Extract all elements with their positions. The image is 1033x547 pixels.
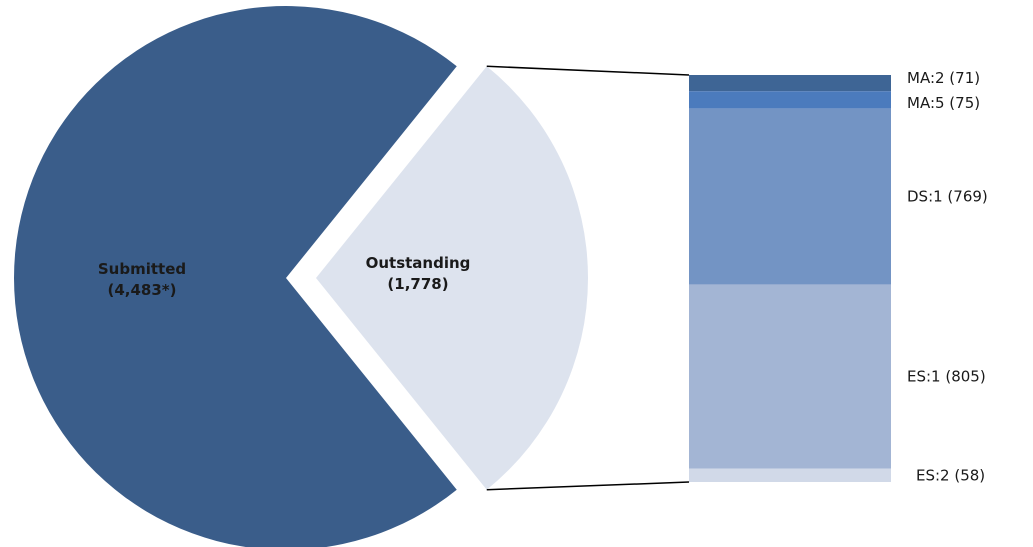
bar-segment-ma-5-75 bbox=[689, 91, 891, 109]
bar-segment-ds-1-769 bbox=[689, 108, 891, 285]
outstanding-value-label: (1,778) bbox=[387, 275, 448, 293]
connector-line-top bbox=[486, 65, 690, 76]
bar-label-ma-5-75: MA:5 (75) bbox=[907, 94, 980, 112]
bar-segment-ma-2-71 bbox=[689, 75, 891, 92]
bar-segment-es-2-58 bbox=[689, 468, 891, 482]
bar-label-ma-2-71: MA:2 (71) bbox=[907, 69, 980, 87]
bar-label-es-2-58: ES:2 (58) bbox=[916, 466, 985, 484]
slice-outstanding bbox=[316, 66, 589, 490]
submitted-value-label: (4,483*) bbox=[107, 281, 176, 299]
bar-label-ds-1-769: DS:1 (769) bbox=[907, 187, 988, 205]
outstanding-label: Outstanding bbox=[366, 254, 471, 272]
pie-group bbox=[14, 6, 589, 547]
slice-submitted bbox=[14, 6, 457, 547]
connector-line-bottom bbox=[486, 481, 690, 491]
submitted-label: Submitted bbox=[98, 260, 186, 278]
chart-labels: Submitted (4,483*) Outstanding (1,778) MA:2 … bbox=[98, 69, 988, 484]
bar-segment-es-1-805 bbox=[689, 284, 891, 469]
breakdown-bar bbox=[689, 75, 891, 482]
bar-label-es-1-805: ES:1 (805) bbox=[907, 368, 986, 386]
connector-lines bbox=[486, 65, 690, 491]
